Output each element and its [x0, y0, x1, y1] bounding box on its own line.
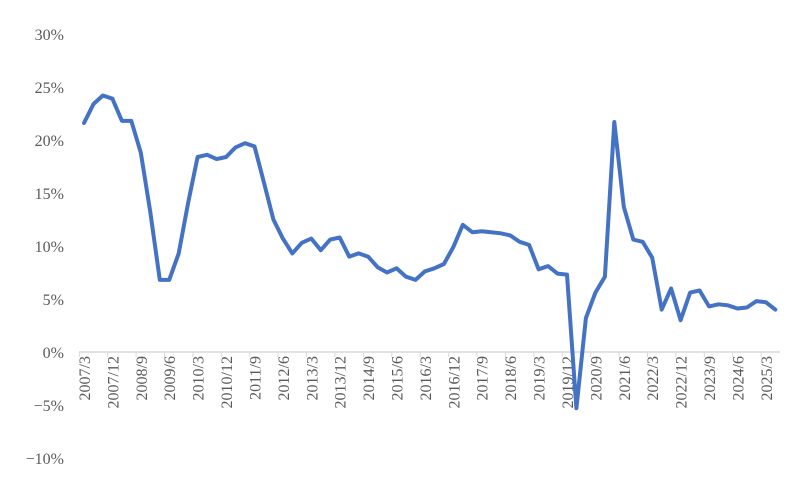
x-tick-label: 2013/12 [333, 356, 350, 408]
x-tick-label: 2020/9 [588, 356, 605, 400]
y-tick-label: 30% [35, 27, 64, 44]
x-tick-label: 2016/3 [418, 356, 435, 400]
x-tick-label: 2017/9 [475, 356, 492, 400]
y-tick-label: 0% [43, 345, 64, 362]
x-axis: 2007/3 2007/12 2008/9 2009/6 2010/3 2010/12 20… [77, 351, 780, 408]
y-axis: −10% −5% 0% 5% 10% 15% 20% 25% 30% [26, 27, 64, 468]
y-tick-label: 5% [43, 292, 64, 309]
x-tick-label: 2007/12 [105, 356, 122, 408]
x-tick-label: 2009/6 [162, 356, 179, 400]
x-tick-label: 2007/3 [77, 356, 94, 400]
series-line [82, 93, 778, 411]
x-tick-label: 2008/9 [134, 356, 151, 400]
x-tick-label: 2010/3 [191, 356, 208, 400]
x-tick-label: 2015/6 [390, 356, 407, 400]
x-tick-label: 2024/6 [730, 356, 747, 400]
y-tick-label: 20% [35, 133, 64, 150]
y-tick-label: 15% [35, 186, 64, 203]
x-tick-label: 2023/9 [702, 356, 719, 400]
x-tick-label: 2016/12 [446, 356, 463, 408]
x-tick-label: 2019/3 [532, 356, 549, 400]
x-tick-label: 2025/3 [759, 356, 776, 400]
y-tick-label: −10% [26, 451, 64, 468]
x-tick-label: 2012/6 [276, 356, 293, 400]
y-tick-label: 10% [35, 239, 64, 256]
x-tick-label: 2022/12 [674, 356, 691, 408]
y-tick-label: −5% [34, 398, 64, 415]
x-tick-label: 2014/9 [361, 356, 378, 400]
series-group [82, 93, 778, 411]
x-tick-label: 2021/6 [617, 356, 634, 400]
x-tick-label: 2010/12 [219, 356, 236, 408]
x-tick-label: 2018/6 [503, 356, 520, 400]
x-tick-label: 2022/3 [645, 356, 662, 400]
y-tick-label: 25% [35, 80, 64, 97]
x-tick-label: 2013/3 [304, 356, 321, 400]
x-tick-label: 2011/9 [247, 356, 264, 400]
